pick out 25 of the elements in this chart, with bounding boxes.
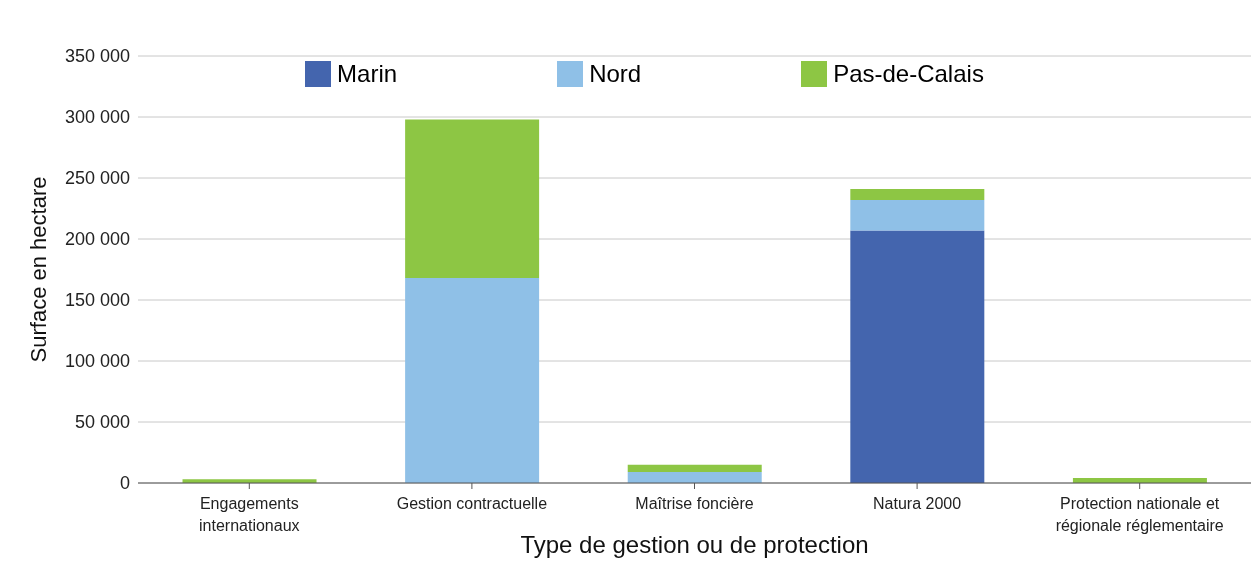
bar [627,464,762,473]
x-axis-title: Type de gestion ou de protection [520,531,869,558]
bar [850,188,985,200]
bar [405,278,540,483]
x-tick-label: Gestion contractuelle [396,495,548,512]
bar [850,199,985,231]
bar [405,119,540,279]
legend-label: Pas-de-Calais [833,60,984,88]
y-tick-label: 250 000 [64,168,130,189]
y-axis-title: Surface en hectare [25,176,51,363]
legend-label: Nord [589,60,642,88]
x-tick-label: Maîtrise foncière [635,495,754,512]
bar [850,230,985,483]
legend-label: Marin [337,60,398,88]
x-tick-label: Protection nationale et régionale réglementaire [1055,495,1224,534]
y-tick-label: 200 000 [64,229,130,250]
x-tick-label: Natura 2000 [873,495,962,512]
bar [627,472,762,483]
x-tick-label: Engagements internationaux [199,495,300,534]
y-tick-label: 300 000 [64,107,130,128]
y-tick-label: 150 000 [64,290,130,311]
y-tick-label: 0 [119,473,130,494]
y-tick-label: 100 000 [64,351,130,372]
y-tick-label: 50 000 [74,412,130,433]
y-tick-label: 350 000 [64,46,130,67]
